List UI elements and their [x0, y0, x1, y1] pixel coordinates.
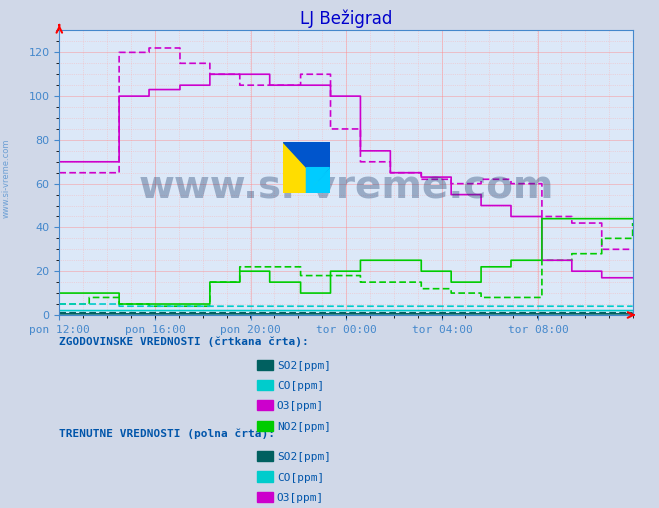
Text: CO[ppm]: CO[ppm]	[277, 472, 324, 483]
Title: LJ Bežigrad: LJ Bežigrad	[300, 9, 392, 27]
Text: ZGODOVINSKE VREDNOSTI (črtkana črta):: ZGODOVINSKE VREDNOSTI (črtkana črta):	[59, 337, 309, 347]
Text: www.si-vreme.com: www.si-vreme.com	[138, 168, 554, 206]
Text: CO[ppm]: CO[ppm]	[277, 381, 324, 391]
Polygon shape	[283, 142, 330, 193]
Text: SO2[ppm]: SO2[ppm]	[277, 361, 331, 371]
Text: TRENUTNE VREDNOSTI (polna črta):: TRENUTNE VREDNOSTI (polna črta):	[59, 428, 275, 439]
Polygon shape	[306, 168, 330, 193]
Polygon shape	[283, 142, 330, 193]
Text: NO2[ppm]: NO2[ppm]	[277, 422, 331, 432]
Text: O3[ppm]: O3[ppm]	[277, 493, 324, 503]
Text: www.si-vreme.com: www.si-vreme.com	[2, 138, 11, 217]
Text: O3[ppm]: O3[ppm]	[277, 401, 324, 411]
Polygon shape	[306, 168, 330, 193]
Text: SO2[ppm]: SO2[ppm]	[277, 452, 331, 462]
